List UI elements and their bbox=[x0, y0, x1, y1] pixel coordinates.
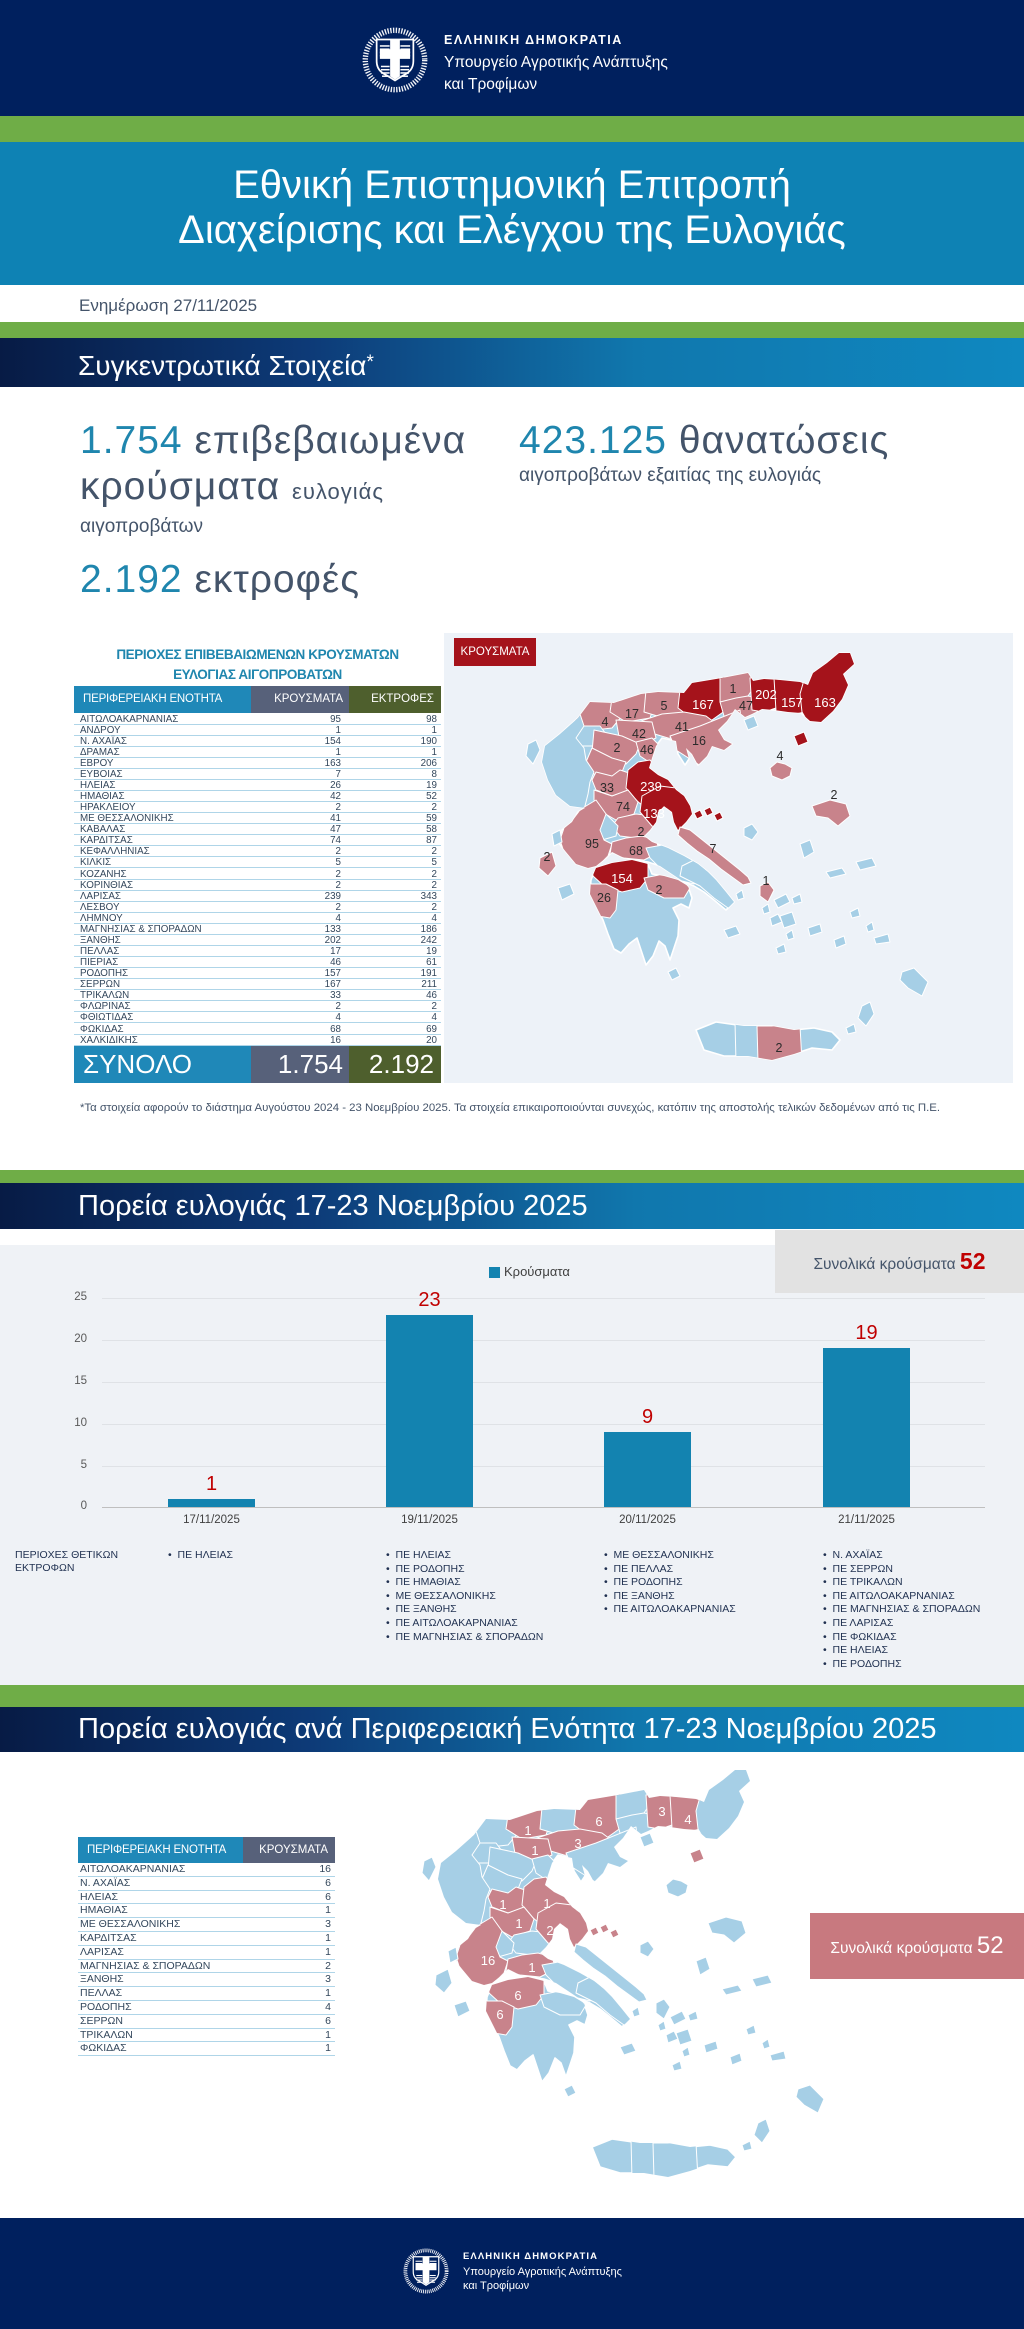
svg-text:239: 239 bbox=[640, 779, 662, 794]
svg-text:1: 1 bbox=[524, 1823, 531, 1838]
svg-text:202: 202 bbox=[755, 687, 777, 702]
svg-text:6: 6 bbox=[595, 1814, 602, 1829]
svg-text:1: 1 bbox=[528, 1960, 535, 1975]
svg-text:1: 1 bbox=[763, 874, 770, 888]
svg-text:2: 2 bbox=[776, 1041, 783, 1055]
svg-text:133: 133 bbox=[643, 806, 665, 821]
svg-text:2: 2 bbox=[546, 1923, 553, 1938]
svg-text:163: 163 bbox=[814, 695, 836, 710]
svg-text:16: 16 bbox=[481, 1953, 495, 1968]
svg-text:6: 6 bbox=[514, 1988, 521, 2003]
svg-text:7: 7 bbox=[710, 842, 717, 856]
svg-text:4: 4 bbox=[684, 1812, 691, 1827]
svg-text:46: 46 bbox=[640, 743, 654, 757]
svg-text:1: 1 bbox=[515, 1916, 522, 1931]
svg-text:4: 4 bbox=[602, 715, 609, 729]
svg-text:2: 2 bbox=[544, 850, 551, 864]
svg-text:1: 1 bbox=[531, 1843, 538, 1858]
svg-text:26: 26 bbox=[597, 891, 611, 905]
svg-text:2: 2 bbox=[656, 883, 663, 897]
svg-text:167: 167 bbox=[692, 697, 714, 712]
svg-text:74: 74 bbox=[616, 800, 630, 814]
svg-text:2: 2 bbox=[614, 741, 621, 755]
svg-text:16: 16 bbox=[692, 734, 706, 748]
svg-text:1: 1 bbox=[499, 1897, 506, 1912]
svg-text:5: 5 bbox=[661, 699, 668, 713]
svg-text:154: 154 bbox=[611, 871, 633, 886]
svg-text:3: 3 bbox=[574, 1836, 581, 1851]
svg-text:157: 157 bbox=[781, 695, 803, 710]
svg-text:2: 2 bbox=[638, 825, 645, 839]
svg-text:6: 6 bbox=[496, 2007, 503, 2022]
svg-text:1: 1 bbox=[543, 1896, 550, 1911]
svg-text:42: 42 bbox=[632, 727, 646, 741]
svg-text:4: 4 bbox=[777, 749, 784, 763]
svg-text:95: 95 bbox=[585, 837, 599, 851]
svg-text:41: 41 bbox=[675, 720, 689, 734]
svg-text:33: 33 bbox=[600, 781, 614, 795]
svg-text:3: 3 bbox=[658, 1804, 665, 1819]
svg-text:68: 68 bbox=[629, 844, 643, 858]
svg-text:47: 47 bbox=[739, 699, 753, 713]
svg-text:17: 17 bbox=[625, 707, 639, 721]
svg-text:1: 1 bbox=[730, 682, 737, 696]
svg-text:2: 2 bbox=[831, 788, 838, 802]
